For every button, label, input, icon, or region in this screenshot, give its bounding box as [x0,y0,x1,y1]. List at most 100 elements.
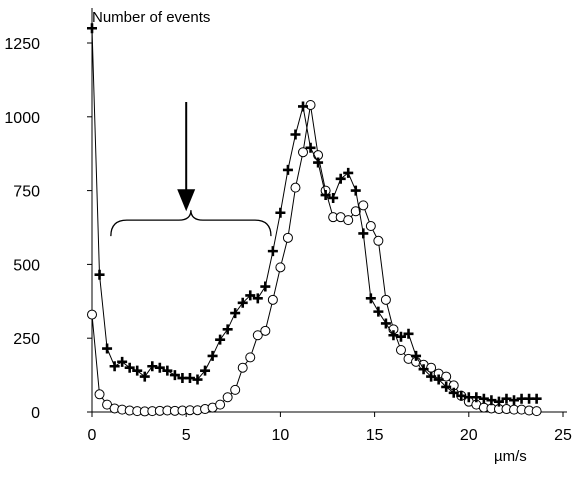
plus-point [298,101,309,112]
circle-point [94,389,105,400]
circle-point [395,345,406,356]
plus-point [139,371,150,382]
plus-point [305,142,316,153]
plus-point [373,306,384,317]
y-axis-title: Number of events [92,9,210,26]
circle-point [230,384,241,395]
circle-point [252,330,263,341]
plus-point [87,23,97,34]
circle-point [343,215,354,226]
plus-point [433,374,444,385]
x-tick-label: 5 [182,427,191,444]
x-axis-title: µm/s [494,448,527,465]
y-tick-label: 750 [13,184,40,201]
plus-point [282,164,293,175]
plus-point [162,365,173,376]
plus-point [222,324,233,335]
series-circle [87,99,542,417]
plus-point [132,365,143,376]
circle-point [358,200,369,211]
plus-point [478,393,489,404]
circle-point [380,294,391,305]
y-tick-label: 250 [13,331,40,348]
y-tick-label: 500 [13,257,40,274]
circle-point [290,182,301,193]
plus-point [245,290,256,301]
circle-point [275,262,286,273]
plus-point [320,190,331,201]
plus-point [215,334,226,345]
plus-point [509,395,520,406]
plus-point [471,392,482,403]
plus-point [184,373,195,384]
circle-point [87,309,97,320]
circle-point [222,392,233,403]
plus-point [200,365,211,376]
plus-point [260,281,271,292]
circle-point [215,399,226,410]
plus-point [418,364,429,375]
plus-point [230,308,241,319]
plus-point [109,361,120,372]
plus-point [328,192,339,203]
plus-point [117,356,128,367]
x-tick-label: 15 [366,427,384,444]
y-tick-label: 1000 [4,110,40,127]
plus-point [403,328,414,339]
circle-point [245,352,256,363]
plus-point [501,393,512,404]
plus-point [124,362,135,373]
y-tick-label: 1250 [4,36,40,53]
series-plus [87,23,542,407]
plus-point [358,228,369,239]
plus-point [252,293,263,304]
axes: 0 250 500 750 1000 1250 0 5 10 15 20 25 [4,8,572,444]
plus-point [169,370,180,381]
plus-point [207,350,218,361]
x-tick-label: 25 [554,427,572,444]
circle-point [426,362,437,373]
x-tick-label: 20 [460,427,478,444]
circle-point [282,232,293,243]
plus-point [313,157,324,168]
plus-point [411,350,422,361]
annotations [110,102,272,237]
plus-point [456,390,467,401]
circle-point [441,371,452,382]
annotation-brace [110,210,272,237]
plus-point [192,374,203,385]
plus-point [486,395,497,406]
plus-point [448,387,459,398]
plus-point [147,361,158,372]
plus-point [380,318,391,329]
circle-point [298,147,309,158]
y-tick-label: 0 [31,405,40,422]
annotation-arrow-head [177,189,196,212]
plus-point [94,269,105,280]
circle-point [365,221,376,232]
plus-point [237,297,248,308]
plus-point [531,393,542,404]
plus-point [350,185,361,196]
plus-point [335,173,346,184]
plus-point [343,167,354,178]
circle-point [373,235,384,246]
x-tick-label: 10 [272,427,290,444]
plus-point [426,371,437,382]
plus-point [395,331,406,342]
circle-point [237,362,248,373]
circle-point [350,206,361,217]
plus-point [154,362,165,373]
plus-point [290,129,301,140]
plus-point [275,207,286,218]
x-tick-label: 0 [88,427,97,444]
plus-point [441,381,452,392]
series-group [87,23,542,417]
plus-point [365,293,376,304]
circle-point [305,99,316,110]
circle-point [267,294,278,305]
plus-point [493,396,504,407]
plus-point [102,343,113,354]
